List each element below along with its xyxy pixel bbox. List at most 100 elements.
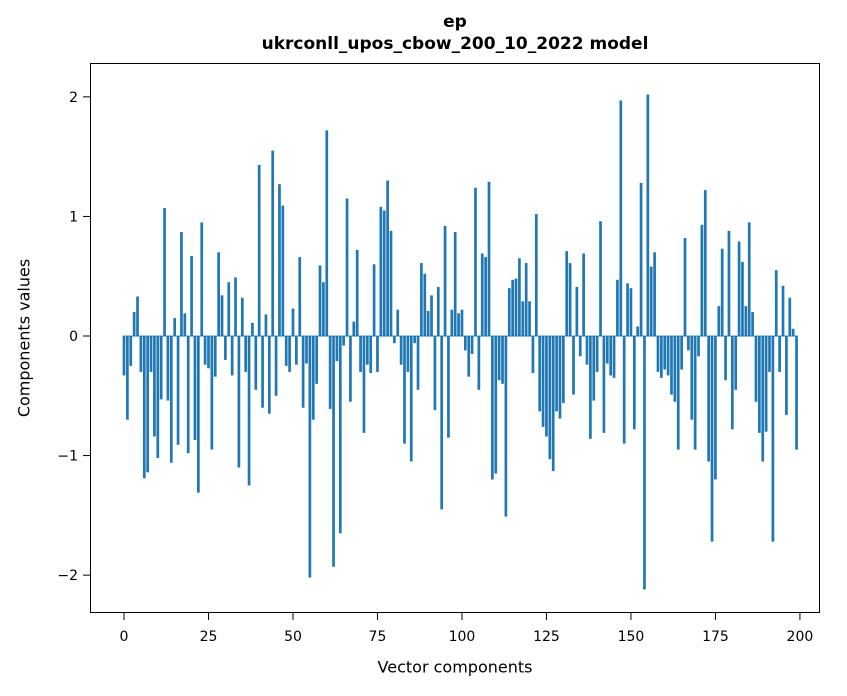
bar xyxy=(450,309,454,336)
bar xyxy=(355,249,359,336)
bar xyxy=(240,297,244,336)
bar xyxy=(585,336,589,365)
bar xyxy=(494,336,498,474)
bar xyxy=(332,336,335,567)
bar xyxy=(200,222,204,336)
bar xyxy=(501,336,504,384)
bar xyxy=(413,336,416,344)
bar xyxy=(649,266,653,336)
bar xyxy=(497,336,501,381)
bar xyxy=(169,336,173,463)
bar xyxy=(386,180,389,336)
bar xyxy=(555,336,558,412)
bar xyxy=(362,336,366,433)
bar xyxy=(717,306,721,336)
bar xyxy=(281,205,285,336)
bar xyxy=(379,206,383,336)
bar xyxy=(660,336,663,378)
bar xyxy=(420,263,423,336)
bar xyxy=(693,336,697,450)
bar xyxy=(288,336,291,372)
bar xyxy=(666,336,670,376)
y-tick-label: −1 xyxy=(57,449,78,465)
bar xyxy=(149,336,153,372)
bar xyxy=(795,336,798,450)
bar xyxy=(365,336,369,365)
bar xyxy=(230,336,234,376)
bar xyxy=(433,336,437,411)
bar xyxy=(393,336,396,344)
bar xyxy=(298,257,302,336)
bar xyxy=(251,322,254,336)
bar xyxy=(318,265,322,336)
bar xyxy=(589,336,592,439)
bar xyxy=(690,336,694,420)
bar xyxy=(710,336,714,542)
bar xyxy=(578,336,582,357)
bar xyxy=(153,336,156,437)
bar xyxy=(562,336,565,403)
bar xyxy=(142,336,146,479)
bar xyxy=(274,336,278,396)
bar xyxy=(278,184,281,336)
bar xyxy=(305,336,308,364)
bar xyxy=(322,282,325,336)
bar xyxy=(687,336,690,351)
bar xyxy=(680,336,683,370)
x-tick-label: 75 xyxy=(369,629,387,645)
bar xyxy=(173,318,177,336)
bar xyxy=(132,312,136,336)
bar xyxy=(639,182,643,336)
y-tick-label: 1 xyxy=(69,209,78,225)
bar xyxy=(524,263,528,336)
bar xyxy=(656,336,660,372)
bar xyxy=(295,336,298,365)
chart-title-line2: ukrconll_upos_cbow_200_10_2022 model xyxy=(261,34,649,54)
bar xyxy=(403,336,406,444)
bar xyxy=(528,301,531,336)
bar xyxy=(480,253,484,336)
bar xyxy=(727,230,731,336)
bar xyxy=(484,257,487,336)
bar xyxy=(673,336,677,402)
bar xyxy=(345,198,349,336)
bar xyxy=(406,336,410,372)
bar xyxy=(568,263,572,336)
bar xyxy=(217,252,220,336)
bar xyxy=(467,336,471,377)
bar xyxy=(632,336,636,430)
bar xyxy=(443,226,447,336)
bar xyxy=(676,336,680,450)
bar xyxy=(629,288,633,336)
bar xyxy=(197,336,200,493)
x-tick-label: 125 xyxy=(533,629,560,645)
bar xyxy=(301,336,305,408)
chart-title: ep ukrconll_upos_cbow_200_10_2022 model xyxy=(262,11,649,55)
bar xyxy=(548,336,552,460)
bar xyxy=(423,273,427,336)
bar xyxy=(463,336,467,351)
bar xyxy=(159,336,163,400)
chart-title-line1: ep xyxy=(443,12,467,32)
bar xyxy=(565,251,569,336)
y-tick-label: 0 xyxy=(69,329,78,345)
bar xyxy=(369,336,373,374)
bar xyxy=(311,336,315,420)
bar xyxy=(511,279,514,336)
bar xyxy=(774,270,778,336)
x-tick-label: 150 xyxy=(618,629,645,645)
bar xyxy=(653,252,656,336)
bar xyxy=(545,336,548,437)
x-tick-label: 200 xyxy=(787,629,814,645)
bar xyxy=(761,336,765,462)
bar xyxy=(190,255,193,336)
bar xyxy=(622,336,626,444)
bar xyxy=(136,296,139,336)
bar xyxy=(453,231,457,336)
bar xyxy=(582,253,585,336)
axes-box xyxy=(90,63,820,613)
bar xyxy=(758,336,761,433)
bar xyxy=(430,295,433,336)
